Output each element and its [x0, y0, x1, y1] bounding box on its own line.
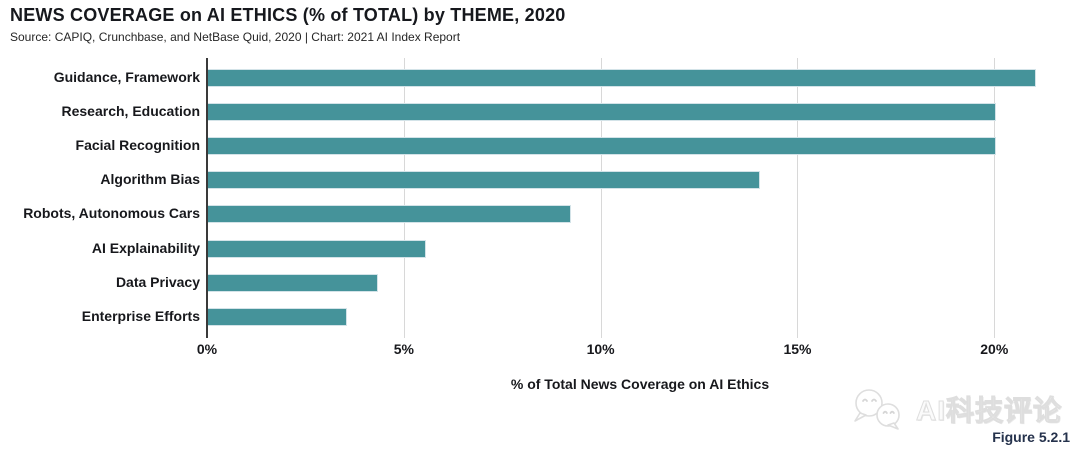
bar	[207, 171, 761, 190]
category-label: AI Explainability	[91, 239, 200, 256]
bar	[207, 205, 572, 224]
x-tick-label: 0%	[196, 341, 218, 357]
x-tick-label: 5%	[393, 341, 414, 357]
chart-title: NEWS COVERAGE on AI ETHICS (% of TOTAL) …	[10, 5, 566, 25]
x-axis-label: % of Total News Coverage on AI Ethics	[510, 376, 770, 392]
chart-source: Source: CAPIQ, Crunchbase, and NetBase Q…	[10, 30, 461, 44]
wechat-logo-icon	[854, 389, 900, 430]
category-label: Facial Recognition	[75, 137, 200, 154]
category-label: Guidance, Framework	[53, 69, 200, 85]
gridline-5pct	[403, 58, 405, 338]
category-label: Data Privacy	[115, 273, 200, 290]
x-tick-label: 20%	[980, 341, 1009, 357]
bar	[207, 307, 347, 326]
figure-label: Figure 5.2.1	[992, 429, 1070, 445]
x-tick-label: 15%	[783, 341, 812, 357]
category-label: Robots, Autonomous Cars	[23, 205, 200, 222]
bar	[207, 69, 1036, 87]
y-axis-line	[206, 58, 208, 338]
gridline-15pct	[797, 58, 799, 338]
watermark: AI科技评论	[848, 388, 1062, 430]
bar	[207, 273, 379, 292]
category-label: Enterprise Efforts	[81, 307, 200, 324]
bar	[207, 137, 997, 156]
gridline-20pct	[994, 58, 996, 338]
watermark-text: AI科技评论	[915, 395, 1062, 427]
category-label: Algorithm Bias	[100, 171, 200, 188]
bar	[207, 239, 426, 258]
plot-area	[206, 58, 1073, 338]
x-tick-label: 10%	[586, 341, 615, 357]
category-label: Research, Education	[61, 103, 201, 120]
gridline-10pct	[600, 58, 602, 338]
bar	[207, 103, 997, 122]
